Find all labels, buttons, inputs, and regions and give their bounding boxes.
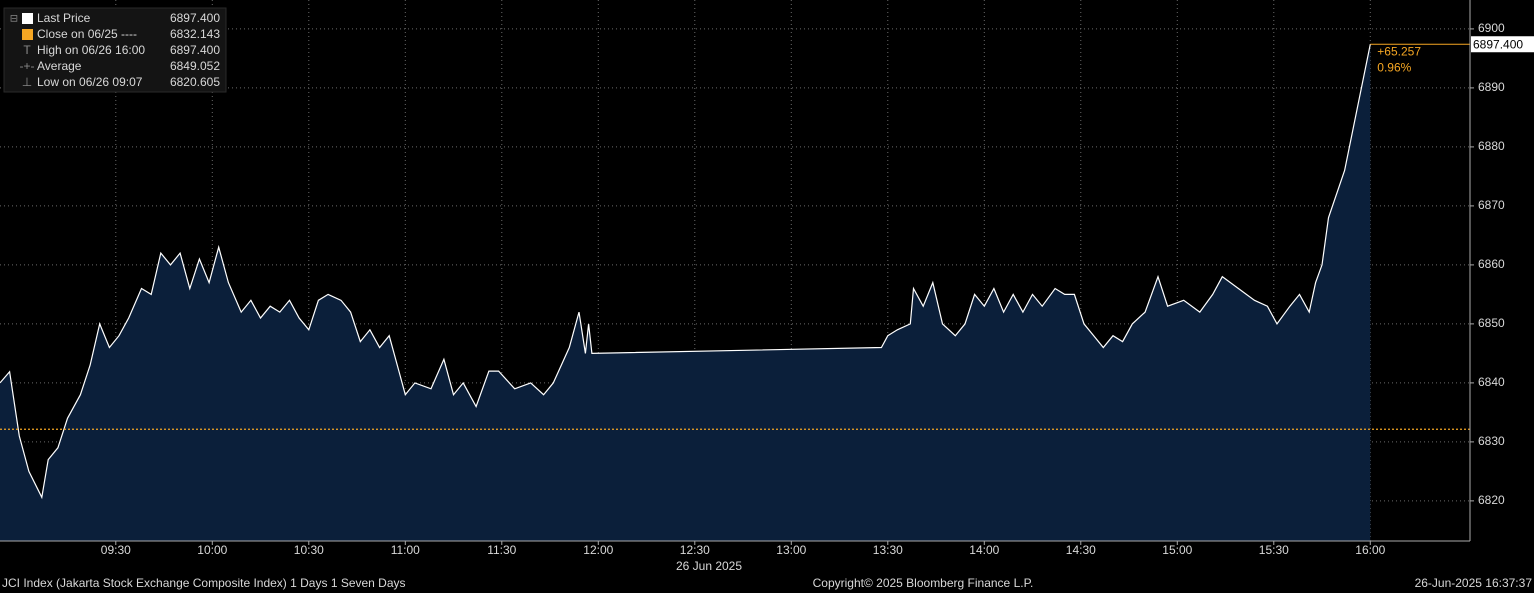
- legend: T -+- ⊥ ⊟: [3, 7, 227, 93]
- legend-rows: Last Price 6897.400 Close on 06/25 ---- 683…: [37, 11, 220, 89]
- legend-value: 6820.605: [170, 75, 220, 89]
- legend-label: Low on 06/26 09:07: [37, 75, 143, 89]
- area: [0, 44, 1371, 541]
- legend-icon: ⊟: [10, 14, 18, 25]
- legend-value: 6897.400: [170, 43, 220, 57]
- price-line: [0, 44, 1371, 500]
- legend-swatch: [22, 29, 33, 40]
- y-tick-label: 6820: [1478, 493, 1505, 507]
- x-tick-label: 11:00: [391, 543, 420, 557]
- x-tick-label: 10:30: [294, 543, 324, 557]
- footer-left: JCI Index (Jakarta Stock Exchange Compos…: [2, 576, 406, 590]
- x-axis-label: 26 Jun 2025: [676, 559, 742, 573]
- x-tick-label: 15:30: [1259, 543, 1289, 557]
- x-tick-label: 16:00: [1355, 543, 1385, 557]
- last-price-label: 6897.400: [1473, 37, 1523, 51]
- x-tick-label: 12:00: [583, 543, 613, 557]
- y-tick-label: 6850: [1478, 316, 1505, 330]
- x-tick-label: 13:30: [873, 543, 903, 557]
- y-tick-label: 6900: [1478, 21, 1505, 35]
- y-tick-label: 6890: [1478, 80, 1505, 94]
- x-tick-label: 12:30: [680, 543, 710, 557]
- legend-value: 6849.052: [170, 59, 220, 73]
- y-tick-label: 6880: [1478, 139, 1505, 153]
- legend-icon: -+-: [20, 59, 35, 73]
- plot: +65.257 0.96%: [0, 43, 1470, 541]
- x-tick-label: 15:00: [1162, 543, 1192, 557]
- legend-icon: ⊥: [22, 75, 32, 89]
- last-price-box: [1471, 36, 1534, 53]
- legend-swatch: [22, 13, 33, 24]
- legend-label: Last Price: [37, 11, 91, 25]
- legend-value: 6832.143: [170, 27, 220, 41]
- x-tick-label: 13:00: [776, 543, 806, 557]
- footer-center: Copyright© 2025 Bloomberg Finance L.P.: [813, 576, 1034, 590]
- legend-value: 6897.400: [170, 11, 220, 25]
- y-tick-label: 6840: [1478, 375, 1505, 389]
- y-tick-label: 6860: [1478, 257, 1505, 271]
- x-tick-label: 11:30: [487, 543, 516, 557]
- legend-label: Average: [37, 59, 82, 73]
- legend-label: Close on 06/25 ----: [37, 27, 137, 41]
- x-tick-label: 14:30: [1066, 543, 1096, 557]
- legend-label: High on 06/26 16:00: [37, 43, 145, 57]
- change-pct-label: 0.96%: [1377, 60, 1411, 74]
- axes: 6820 6830 6840 6850 6860 6870 6880 6890 6900 09:3…: [101, 21, 1534, 557]
- legend-icon: T: [23, 43, 31, 57]
- x-tick-label: 09:30: [101, 543, 131, 557]
- x-tick-label: 14:00: [969, 543, 999, 557]
- y-tick-label: 6870: [1478, 198, 1505, 212]
- legend-box: [3, 7, 227, 93]
- change-label: +65.257: [1377, 44, 1421, 58]
- footer-right: 26-Jun-2025 16:37:37: [1415, 576, 1533, 590]
- y-tick-label: 6830: [1478, 434, 1505, 448]
- x-tick-label: 10:00: [197, 543, 227, 557]
